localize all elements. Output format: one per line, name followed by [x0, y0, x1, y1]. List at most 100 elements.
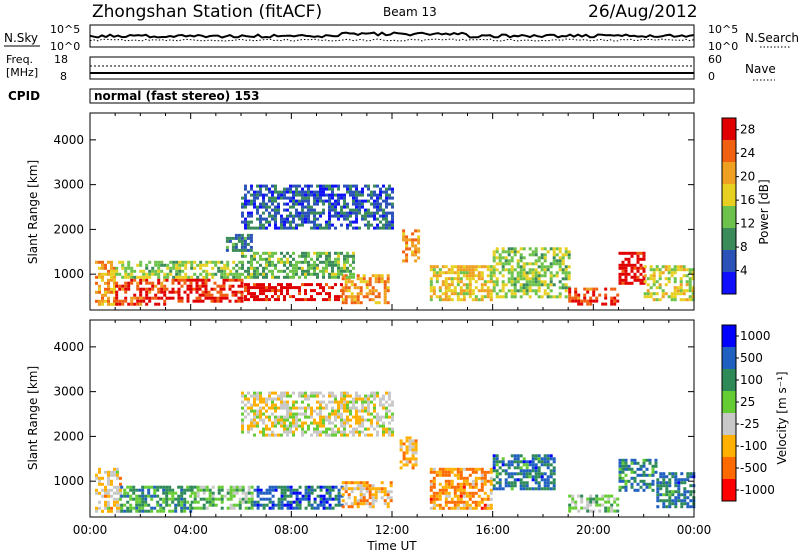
- colorbar-tick-label: 100: [740, 373, 763, 387]
- cpid-mode: normal (fast stereo) 153: [94, 89, 260, 103]
- heatmap-patch: [120, 485, 193, 513]
- colorbar-segment: [722, 457, 736, 479]
- colorbar-segment: [722, 162, 736, 184]
- time-axis-ticks: 00:00 04:00 08:00 12:00 16:00 20:00 00:00: [73, 523, 712, 537]
- heatmap-patch: [618, 251, 646, 285]
- colorbar-tick-label: 28: [740, 123, 755, 137]
- heatmap-patch: [399, 436, 418, 470]
- colorbar-segment: [722, 435, 736, 457]
- heatmap-patch: [95, 260, 116, 306]
- heatmap-patch: [618, 458, 658, 492]
- heatmap-patch: [241, 184, 394, 230]
- colorbar-tick-label: 8: [740, 240, 748, 254]
- nsky-label: N.Sky: [4, 31, 38, 45]
- heatmap-patch: [429, 265, 493, 302]
- nave-label: Nave: [745, 62, 776, 76]
- heatmap-patch: [643, 265, 695, 302]
- colorbar-tick-label: -1000: [740, 483, 775, 497]
- heatmap-patch: [492, 247, 571, 299]
- beam-label: Beam 13: [383, 5, 437, 19]
- power-heatmap: [95, 184, 695, 306]
- heatmap-patch: [190, 485, 254, 510]
- colorbar-segment: [722, 347, 736, 369]
- colorbar-tick-label: 20: [740, 170, 755, 184]
- power-colorbar: 4 8 12 16 20 24 28: [721, 117, 755, 295]
- colorbar-tick-label: 16: [740, 193, 755, 207]
- heatmap-patch: [95, 467, 122, 513]
- time-tick-label: 12:00: [375, 523, 410, 537]
- heatmap-patch: [341, 274, 390, 305]
- colorbar-tick-label: 1000: [740, 329, 771, 343]
- y-tick-label: 4000: [53, 133, 84, 147]
- nave-tick-top: 60: [708, 53, 722, 66]
- y-tick-label: 4000: [53, 340, 84, 354]
- colorbar-frame: [721, 324, 737, 502]
- y-tick-label: 2000: [53, 429, 84, 443]
- heatmap-patch: [492, 454, 556, 491]
- time-tick-label: 20:00: [576, 523, 611, 537]
- nsearch-trace: [89, 38, 695, 42]
- heatmap-patch: [341, 481, 393, 509]
- time-tick-label: 00:00: [677, 523, 712, 537]
- colorbar-segment: [722, 206, 736, 228]
- colorbar-tick-label: 500: [740, 351, 763, 365]
- nsearch-tick-top: 10^5: [708, 23, 738, 36]
- freq-strip: [89, 56, 695, 80]
- freq-unit: [MHz]: [6, 66, 38, 79]
- colorbar-tick-label: 4: [740, 264, 748, 278]
- colorbar-segment: [722, 118, 736, 140]
- colorbar-segment: [722, 325, 736, 347]
- nsearch-label: N.Search: [745, 31, 799, 45]
- heatmap-patch: [568, 287, 620, 306]
- nsearch-tick-bottom: 10^0: [708, 40, 738, 53]
- nave-tick-bottom: 0: [708, 70, 715, 83]
- y-tick-label: 2000: [53, 222, 84, 236]
- colorbar-tick-label: 24: [740, 146, 755, 160]
- colorbar-segment: [722, 228, 736, 250]
- colorbar-segment: [722, 272, 736, 294]
- heatmap-patch: [244, 283, 343, 302]
- velocity-heatmap: [95, 391, 696, 513]
- heatmap-patch: [241, 391, 394, 437]
- power-ylabel: Slant Range [km]: [26, 160, 40, 264]
- colorbar-segment: [722, 250, 736, 272]
- heatmap-patch: [165, 278, 244, 303]
- velocity-colorbar-label: Velocity [m s⁻¹]: [775, 371, 789, 464]
- power-colorbar-label: Power [dB]: [757, 179, 771, 244]
- nsky-tick-bottom: 10^0: [50, 40, 80, 53]
- colorbar-tick-label: -25: [740, 417, 760, 431]
- colorbar-segment: [722, 479, 736, 501]
- heatmap-patch: [225, 233, 253, 252]
- velocity-colorbar: 1000 500 100 25 -25 -100 -500 -1000: [721, 324, 775, 502]
- nsky-trace: [89, 31, 695, 39]
- colorbar-segment: [722, 391, 736, 413]
- colorbar-segment: [722, 140, 736, 162]
- y-tick-label: 3000: [53, 385, 84, 399]
- time-tick-label: 08:00: [274, 523, 309, 537]
- colorbar-segment: [722, 413, 736, 435]
- cpid-label: CPID: [8, 89, 40, 103]
- colorbar-segment: [722, 369, 736, 391]
- power-axes: 1000 2000 3000 4000: [53, 113, 695, 310]
- heatmap-patch: [656, 472, 696, 509]
- heatmap-patch: [115, 260, 242, 279]
- heatmap-patch: [568, 494, 620, 513]
- date-label: 26/Aug/2012: [588, 2, 698, 22]
- heatmap-patch: [402, 229, 421, 263]
- colorbar-tick-label: -100: [740, 439, 767, 453]
- time-tick-label: 00:00: [73, 523, 108, 537]
- velocity-ylabel: Slant Range [km]: [26, 366, 40, 470]
- cpid-strip: [89, 88, 695, 104]
- colorbar-tick-label: -500: [740, 461, 767, 475]
- velocity-axes: 1000 2000 3000 4000: [53, 320, 695, 517]
- time-tick-label: 04:00: [173, 523, 208, 537]
- y-tick-label: 1000: [53, 267, 84, 281]
- heatmap-patch: [241, 251, 355, 279]
- y-tick-label: 3000: [53, 178, 84, 192]
- time-tick-label: 16:00: [475, 523, 510, 537]
- nsky-tick-top: 10^5: [50, 23, 80, 36]
- freq-label: Freq.: [6, 53, 33, 66]
- heatmap-patch: [253, 485, 344, 510]
- colorbar-segment: [722, 184, 736, 206]
